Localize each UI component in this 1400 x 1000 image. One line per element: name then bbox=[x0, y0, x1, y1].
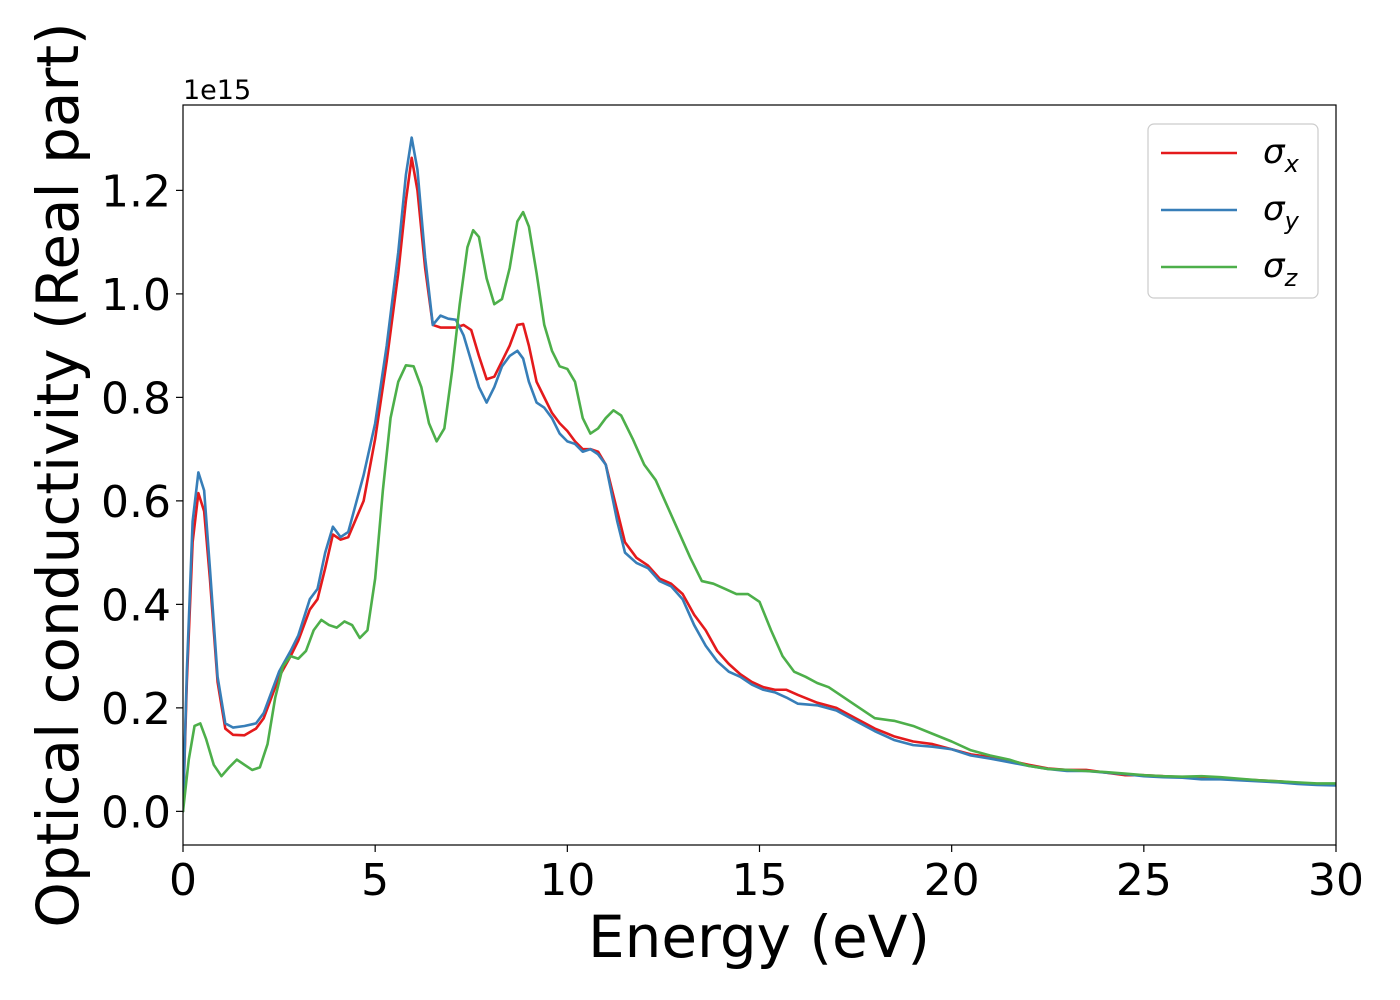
legend-label-y: σy bbox=[1263, 189, 1300, 235]
y-tick-label: 0.6 bbox=[101, 477, 171, 528]
y-axis-ticks: 0.0 0.2 0.4 0.6 0.8 1.0 1.2 bbox=[101, 166, 183, 838]
x-tick-label: 15 bbox=[732, 855, 788, 906]
legend-label-z: σz bbox=[1263, 246, 1299, 292]
x-tick-label: 30 bbox=[1308, 855, 1364, 906]
y-tick-label: 0.8 bbox=[101, 373, 171, 424]
x-axis-ticks: 0 5 10 15 20 25 30 bbox=[169, 845, 1364, 906]
y-tick-label: 0.0 bbox=[101, 787, 171, 838]
x-tick-label: 5 bbox=[361, 855, 389, 906]
series-line-z bbox=[183, 210, 1336, 813]
y-offset-label: 1e15 bbox=[183, 75, 251, 106]
y-tick-label: 0.2 bbox=[101, 684, 171, 735]
x-tick-label: 25 bbox=[1116, 855, 1172, 906]
x-axis-label: Energy (eV) bbox=[588, 903, 930, 971]
y-tick-label: 1.2 bbox=[101, 166, 171, 217]
x-tick-label: 20 bbox=[924, 855, 980, 906]
plot-background bbox=[183, 105, 1336, 845]
y-tick-label: 1.0 bbox=[101, 270, 171, 321]
y-axis-label: Optical conductivity (Real part) bbox=[24, 22, 92, 927]
legend-label-x: σx bbox=[1263, 132, 1300, 178]
legend: σx σy σz bbox=[1147, 123, 1319, 299]
y-tick-label: 0.4 bbox=[101, 580, 171, 631]
series-group bbox=[183, 136, 1336, 813]
x-tick-label: 0 bbox=[169, 855, 197, 906]
x-tick-label: 10 bbox=[539, 855, 595, 906]
